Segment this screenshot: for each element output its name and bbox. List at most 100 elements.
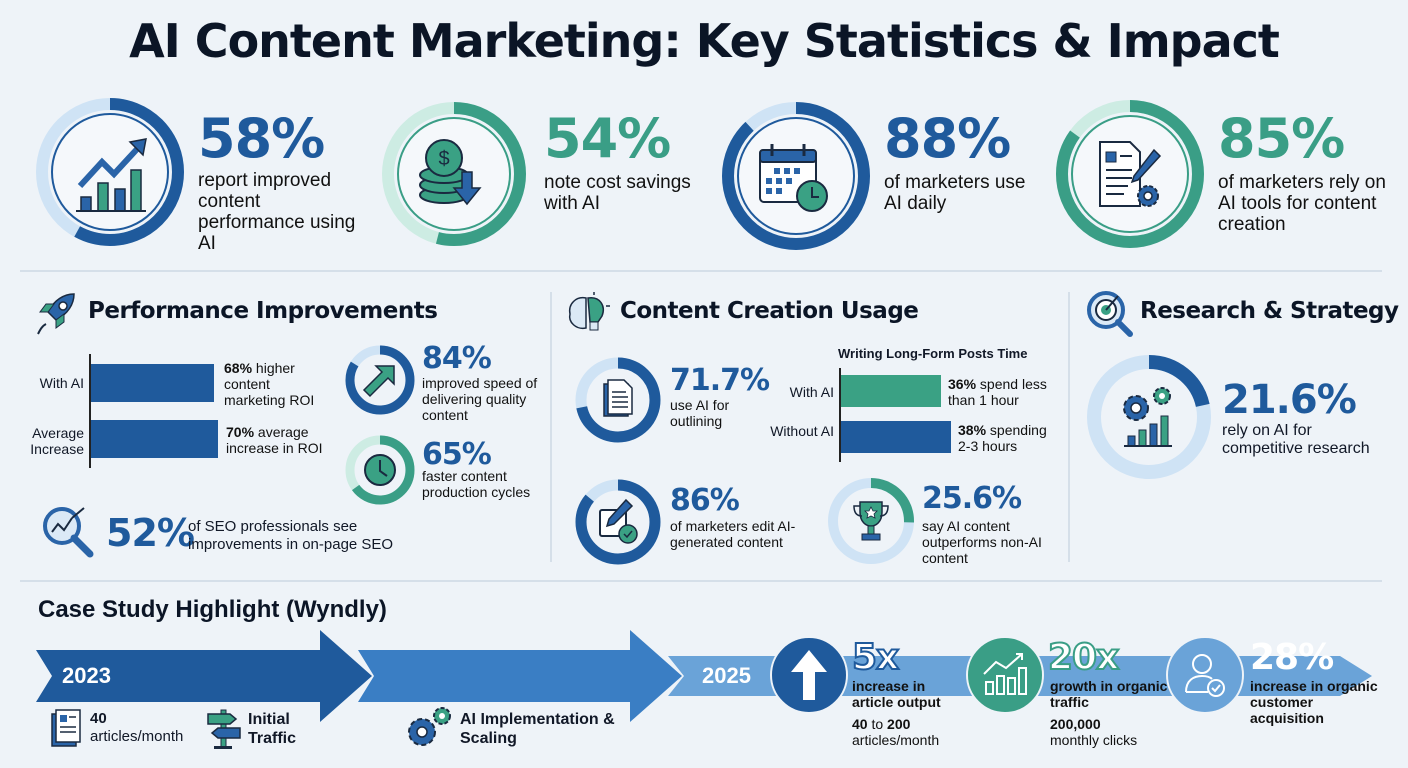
result-sub-mid: to — [867, 716, 888, 732]
timeline-start-year: 2023 — [62, 663, 111, 688]
rocket-icon — [37, 293, 75, 335]
result-badge-output — [770, 636, 848, 714]
stat-value: 52% — [106, 511, 195, 555]
start-articles: 40 articles/month — [90, 710, 183, 746]
traffic-chart-icon — [983, 653, 1027, 695]
start-articles-unit: articles/month — [90, 728, 184, 745]
bar-annotation: 38% spending 2-3 hours — [958, 422, 1058, 454]
bar-annotation-value: 70% — [226, 424, 255, 440]
bar-label: With AI — [789, 384, 834, 400]
bar-chart-axis — [839, 368, 841, 462]
stat-description: of SEO professionals see improvements in… — [188, 518, 394, 553]
section-title-research: Research & Strategy — [1140, 298, 1399, 324]
ring-chart-competitive-research — [1086, 354, 1212, 480]
bar-with-ai — [91, 364, 214, 402]
stat-description: rely on AI for competitive research — [1222, 422, 1370, 457]
result-sub-unit: articles/month — [852, 732, 940, 748]
bar-label: Average Increase — [30, 425, 84, 457]
documents-icon — [603, 379, 633, 417]
ring-chart-content-creation — [1054, 98, 1206, 250]
result-badge-traffic — [966, 636, 1044, 714]
stat-description: say AI content outperforms non-AI conten… — [922, 518, 1042, 566]
ring-chart-outperforms — [826, 476, 916, 566]
clock-icon — [364, 454, 396, 486]
section-title-performance: Performance Improvements — [88, 298, 438, 324]
stat-description: of marketers use AI daily — [884, 172, 1026, 214]
page-title: AI Content Marketing: Key Statistics & I… — [129, 14, 1280, 68]
stat-value: 86% — [670, 483, 740, 518]
articles-icon — [51, 709, 81, 747]
arrow-up-icon — [791, 650, 827, 700]
brain-bulb-icon — [568, 292, 610, 331]
bar-chart-axis — [89, 354, 91, 468]
chart-growth-icon — [76, 138, 147, 212]
target-magnifier-icon — [1087, 291, 1133, 337]
section-title-content-creation: Content Creation Usage — [620, 298, 919, 324]
ring-chart-speed — [344, 344, 416, 416]
ring-chart-daily-ai-use — [720, 100, 872, 252]
column-divider — [1068, 292, 1070, 562]
bar-without-ai — [841, 421, 951, 453]
magnifier-chart-icon — [43, 507, 94, 558]
result-sub-from: 40 — [852, 716, 868, 732]
start-traffic: Initial Traffic — [248, 711, 297, 747]
bar-with-ai — [841, 375, 941, 407]
bar-annotation-text: average increase in ROI — [226, 424, 323, 456]
coins-down-icon: $ — [419, 139, 482, 206]
stat-value: 54% — [544, 107, 671, 170]
result-sub-unit: monthly clicks — [1050, 732, 1138, 748]
result-description: increase in article output — [852, 678, 941, 710]
calendar-clock-icon — [759, 144, 828, 212]
stat-value: 85% — [1218, 107, 1345, 170]
gears-icon — [408, 707, 451, 746]
bar-label: Without AI — [770, 423, 834, 439]
start-articles-value: 40 — [90, 710, 107, 727]
stat-description: improved speed of delivering quality con… — [422, 375, 538, 423]
result-badge-acquisition — [1166, 636, 1244, 714]
stat-description: note cost savings with AI — [544, 172, 691, 214]
ring-chart-production — [344, 434, 416, 506]
bar-annotation-value: 38% — [958, 422, 987, 438]
ring-chart-editing — [574, 478, 662, 566]
result-sub: 200,000 monthly clicks — [1050, 716, 1170, 748]
bar-annotation-text: spend less than 1 hour — [948, 376, 1047, 408]
stat-description: faster content production cycles — [422, 468, 531, 500]
gears-chart-icon — [1123, 387, 1172, 447]
bar-average-increase — [91, 420, 218, 458]
ring-chart-outlining — [574, 356, 662, 444]
bar-annotation-text: higher content marketing ROI — [224, 360, 315, 408]
stat-value: 58% — [198, 107, 325, 170]
user-check-icon — [1185, 654, 1225, 697]
result-sub-to: 200 — [887, 716, 911, 732]
stat-value: 71.7% — [670, 363, 770, 398]
bar-annotation-value: 68% — [224, 360, 253, 376]
stat-description: use AI for outlining — [670, 397, 730, 429]
result-value: 28% — [1250, 637, 1334, 678]
stat-value: 84% — [422, 341, 492, 376]
chart-title: Writing Long-Form Posts Time — [838, 346, 1028, 361]
signpost-icon — [207, 709, 241, 749]
ring-chart-content-performance — [34, 96, 186, 248]
ring-chart-cost-savings: $ — [380, 100, 528, 248]
stat-description: of marketers edit AI-generated content — [670, 518, 796, 550]
bar-annotation-text: spending 2-3 hours — [958, 422, 1047, 454]
bar-annotation: 68% higher content marketing ROI — [224, 360, 334, 408]
stat-description: report improved content performance usin… — [198, 170, 356, 254]
arrow-up-right-icon — [362, 365, 395, 398]
edit-check-icon — [599, 498, 638, 544]
middle-phase: AI Implementation & Scaling — [460, 711, 615, 747]
document-pen-gear-icon — [1099, 141, 1162, 207]
stat-value: 21.6% — [1222, 377, 1357, 423]
case-study-title: Case Study Highlight (Wyndly) — [38, 596, 387, 623]
bar-label: With AI — [39, 375, 84, 391]
column-divider — [550, 292, 552, 562]
bar-annotation-value: 36% — [948, 376, 977, 392]
trophy-icon — [853, 501, 889, 541]
section-divider — [20, 270, 1382, 272]
stat-value: 88% — [884, 107, 1011, 170]
result-description: growth in organic traffic — [1050, 678, 1168, 710]
stat-value: 65% — [422, 437, 492, 472]
result-value: 20x — [1047, 637, 1120, 678]
stat-value: 25.6% — [922, 481, 1022, 516]
section-divider — [20, 580, 1382, 582]
